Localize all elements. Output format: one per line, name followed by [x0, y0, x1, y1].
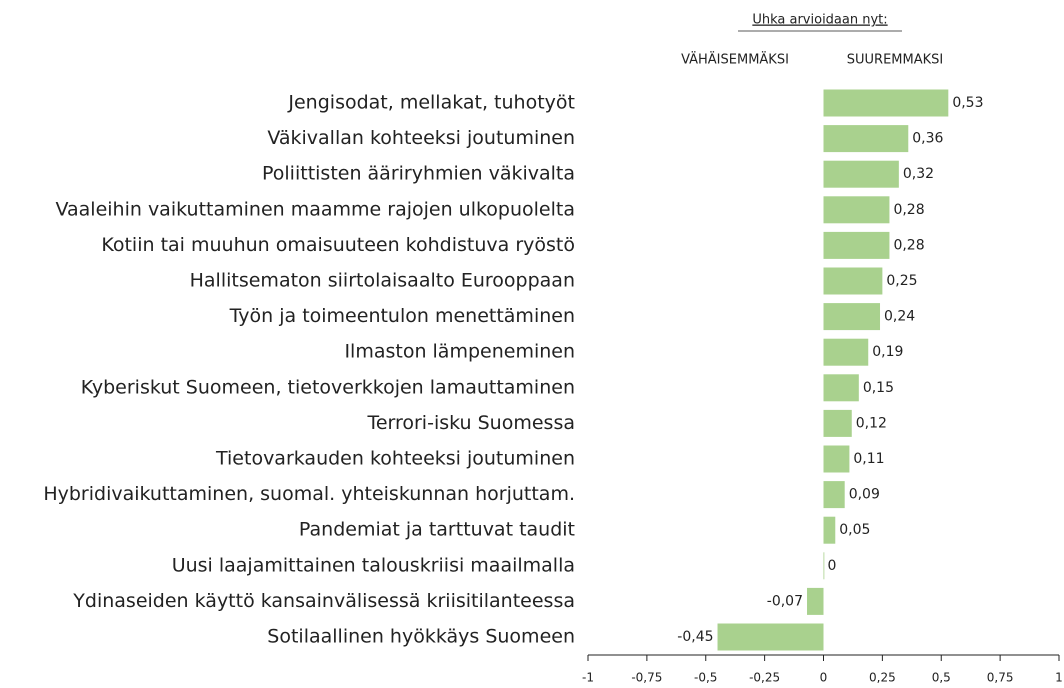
bar	[823, 267, 883, 295]
x-tick-label: -0,75	[631, 671, 662, 685]
value-label: 0,32	[903, 166, 934, 182]
value-label: 0	[828, 558, 837, 574]
value-label: 0,25	[886, 273, 917, 289]
value-label: 0,53	[952, 95, 983, 111]
bar	[823, 374, 859, 402]
bar	[823, 160, 899, 188]
x-tick-label: 0,25	[869, 671, 896, 685]
category-label: Terrori-isku Suomessa	[366, 412, 575, 434]
category-label: Tietovarkauden kohteeksi joutuminen	[215, 448, 575, 470]
category-label: Hallitsematon siirtolaisaalto Eurooppaan	[190, 270, 575, 292]
x-tick-label: 0	[820, 671, 828, 685]
bar	[823, 338, 869, 366]
category-label: Kyberiskut Suomeen, tietoverkkojen lamau…	[81, 376, 575, 398]
bar	[823, 552, 825, 580]
category-label: Hybridivaikuttaminen, suomal. yhteiskunn…	[43, 483, 575, 505]
value-label: -0,07	[767, 593, 803, 609]
category-label: Vaaleihin vaikuttaminen maamme rajojen u…	[55, 198, 575, 220]
bar	[807, 587, 824, 615]
value-label: -0,45	[677, 629, 713, 645]
chart-title: Uhka arvioidaan nyt:	[752, 13, 887, 28]
value-label: 0,36	[912, 131, 943, 147]
value-label: 0,28	[893, 237, 924, 253]
x-tick-label: 0,5	[932, 671, 951, 685]
category-label: Ilmaston lämpeneminen	[344, 341, 575, 363]
category-label: Sotilaallinen hyökkäys Suomeen	[267, 626, 575, 648]
x-tick-label: -0,5	[694, 671, 717, 685]
value-label: 0,24	[884, 309, 915, 325]
value-label: 0,05	[839, 522, 870, 538]
x-tick-label: -0,25	[749, 671, 780, 685]
value-label: 0,09	[849, 487, 880, 503]
category-label: Uusi laajamittainen talouskriisi maailma…	[172, 554, 575, 576]
category-label: Ydinaseiden käyttö kansainvälisessä krii…	[72, 590, 575, 612]
value-label: 0,12	[856, 415, 887, 431]
bar	[823, 445, 850, 473]
x-tick-label: -1	[582, 671, 594, 685]
value-label: 0,19	[872, 344, 903, 360]
value-label: 0,15	[863, 380, 894, 396]
bar	[823, 409, 852, 437]
category-label: Jengisodat, mellakat, tuhotyöt	[287, 92, 575, 114]
left-annotation: VÄHÄISEMMÄKSI	[681, 52, 789, 68]
bar	[823, 125, 909, 153]
bar	[823, 303, 881, 331]
category-label: Väkivallan kohteeksi joutuminen	[267, 127, 575, 149]
category-label: Kotiin tai muuhun omaisuuteen kohdistuva…	[101, 234, 575, 256]
x-tick-label: 1	[1055, 671, 1063, 685]
category-label: Pandemiat ja tarttuvat taudit	[299, 519, 575, 541]
bar	[717, 623, 824, 651]
value-label: 0,28	[893, 202, 924, 218]
value-label: 0,11	[853, 451, 884, 467]
category-label: Työn ja toimeentulon menettäminen	[229, 305, 575, 327]
bar	[823, 516, 836, 544]
bar	[823, 231, 890, 259]
bar	[823, 481, 845, 509]
bar	[823, 89, 949, 117]
category-label: Poliittisten ääriryhmien väkivalta	[262, 163, 575, 185]
right-annotation: SUUREMMAKSI	[847, 53, 943, 68]
x-tick-label: 0,75	[987, 671, 1014, 685]
bar	[823, 196, 890, 224]
